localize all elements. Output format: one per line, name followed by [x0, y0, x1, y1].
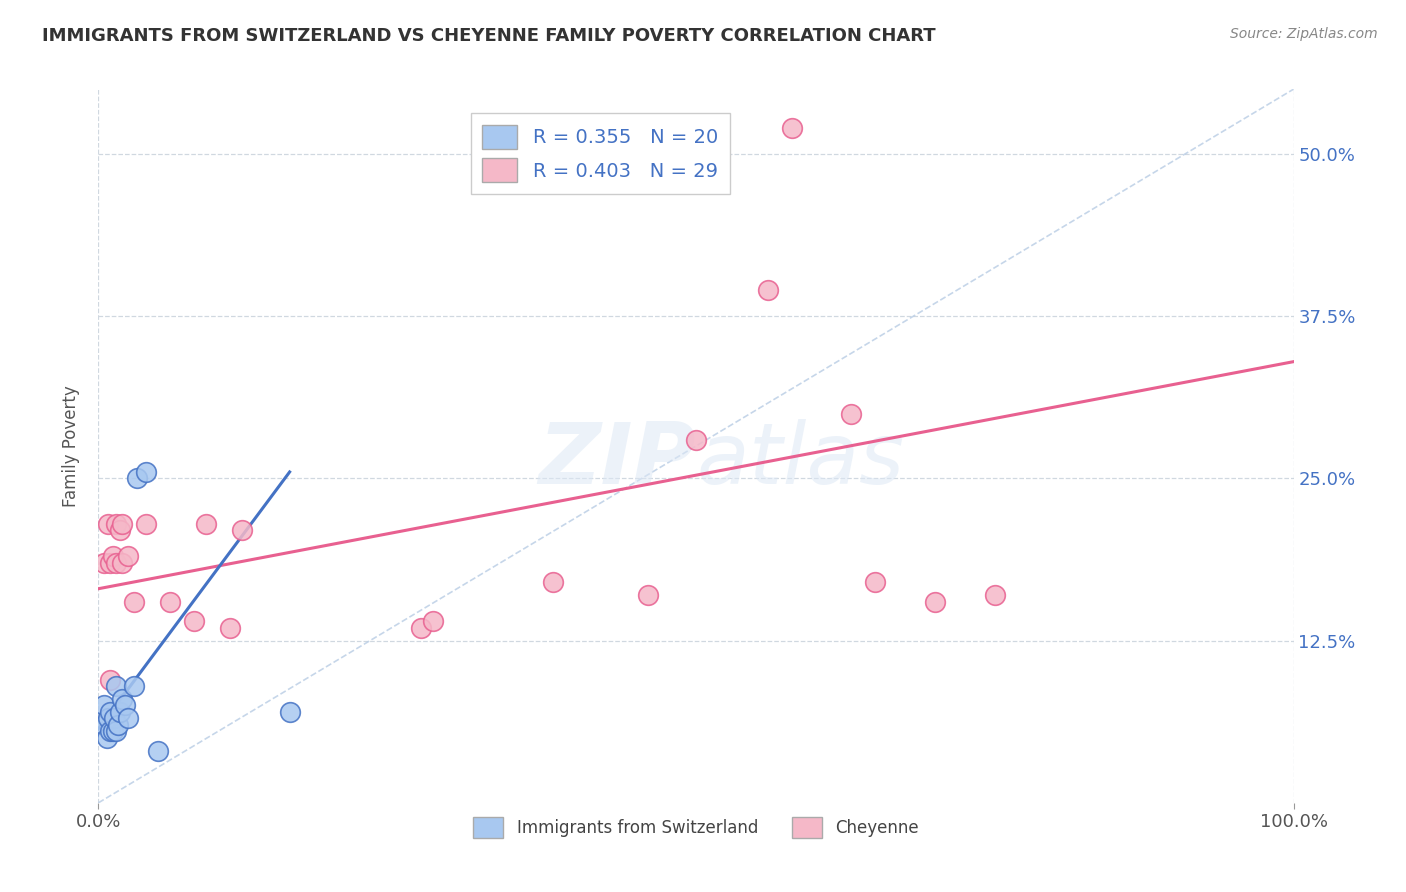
Point	[117, 549, 139, 564]
Point	[93, 698, 115, 713]
Y-axis label: Family Poverty: Family Poverty	[62, 385, 80, 507]
Point	[135, 465, 157, 479]
Point	[984, 588, 1007, 602]
Point	[105, 556, 128, 570]
Point	[98, 556, 122, 570]
Point	[108, 524, 131, 538]
Point	[924, 595, 946, 609]
Point	[865, 575, 887, 590]
Point	[219, 621, 242, 635]
Point	[108, 705, 131, 719]
Text: atlas: atlas	[696, 418, 904, 502]
Point	[93, 718, 115, 732]
Point	[111, 692, 134, 706]
Point	[98, 705, 122, 719]
Point	[195, 516, 218, 531]
Point	[101, 724, 124, 739]
Point	[117, 711, 139, 725]
Point	[103, 711, 125, 725]
Point	[637, 588, 659, 602]
Point	[685, 433, 707, 447]
Point	[97, 711, 120, 725]
Point	[183, 614, 205, 628]
Point	[105, 516, 128, 531]
Point	[114, 698, 136, 713]
Point	[101, 549, 124, 564]
Point	[98, 724, 122, 739]
Text: Source: ZipAtlas.com: Source: ZipAtlas.com	[1230, 27, 1378, 41]
Text: IMMIGRANTS FROM SWITZERLAND VS CHEYENNE FAMILY POVERTY CORRELATION CHART: IMMIGRANTS FROM SWITZERLAND VS CHEYENNE …	[42, 27, 936, 45]
Text: ZIP: ZIP	[538, 418, 696, 502]
Point	[105, 724, 128, 739]
Point	[98, 673, 122, 687]
Point	[541, 575, 564, 590]
Point	[97, 516, 120, 531]
Point	[125, 471, 148, 485]
Point	[841, 407, 863, 421]
Point	[93, 556, 115, 570]
Point	[159, 595, 181, 609]
Point	[111, 556, 134, 570]
Point	[124, 679, 146, 693]
Point	[148, 744, 170, 758]
Point	[111, 516, 134, 531]
Point	[411, 621, 433, 635]
Point	[105, 679, 128, 693]
Point	[278, 705, 301, 719]
Point	[107, 718, 129, 732]
Legend: Immigrants from Switzerland, Cheyenne: Immigrants from Switzerland, Cheyenne	[467, 811, 925, 845]
Point	[124, 595, 146, 609]
Point	[756, 283, 779, 297]
Point	[231, 524, 253, 538]
Point	[96, 731, 118, 745]
Point	[135, 516, 157, 531]
Point	[780, 121, 803, 136]
Point	[422, 614, 444, 628]
